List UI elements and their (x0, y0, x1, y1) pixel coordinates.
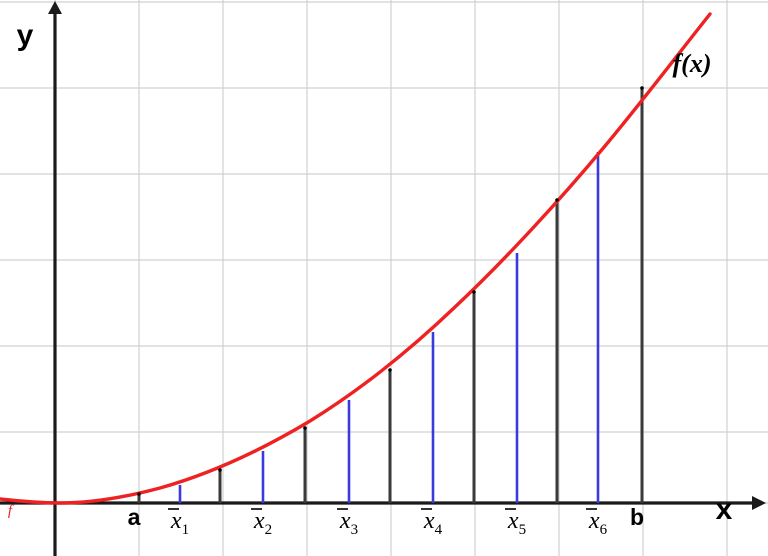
midpoint-label-text-xbar4: x4 (423, 508, 443, 538)
curve-origin-tag: f (8, 503, 14, 519)
midpoint-label-text-xbar1: x1 (170, 508, 189, 538)
partition-lines (137, 88, 644, 503)
midpoint-label-text-xbar5: x5 (507, 508, 526, 538)
plot-labels: y x f(x) f a b x1 x2 x3 x4 x5 x6 (8, 19, 733, 538)
midpoint-label-xbar6: x6 (586, 508, 608, 538)
partition-label-b: b (630, 504, 644, 530)
curve-touch-point-x1-right (218, 468, 222, 472)
y-axis-arrow-icon (48, 1, 62, 14)
curve-touch-point-x5-right (555, 198, 559, 202)
partition-label-a: a (128, 504, 141, 530)
midpoint-label-xbar5: x5 (505, 508, 526, 538)
curve-label-fx: f(x) (673, 49, 712, 78)
midpoint-label-text-xbar3: x3 (339, 508, 358, 538)
function-curve (0, 12, 712, 505)
midpoint-label-text-xbar2: x2 (253, 508, 272, 538)
curve-touch-point-b (640, 86, 644, 90)
midpoint-label-xbar4: x4 (421, 508, 443, 538)
x-axis-label: x (716, 493, 733, 526)
curve-touch-point-x4-right (472, 290, 476, 294)
midpoint-label-xbar2: x2 (251, 508, 272, 538)
curve-touch-point-x3-right (388, 368, 392, 372)
y-axis-label: y (17, 19, 34, 52)
midpoint-label-xbar3: x3 (337, 508, 358, 538)
x-axis-arrow-icon (752, 496, 766, 510)
curve-touch-point-x2-right (303, 426, 307, 430)
midpoint-label-xbar1: x1 (168, 508, 189, 538)
midpoint-lines (178, 152, 600, 503)
curve-touch-point-a (137, 492, 141, 496)
midpoint-label-text-xbar6: x6 (588, 508, 608, 538)
